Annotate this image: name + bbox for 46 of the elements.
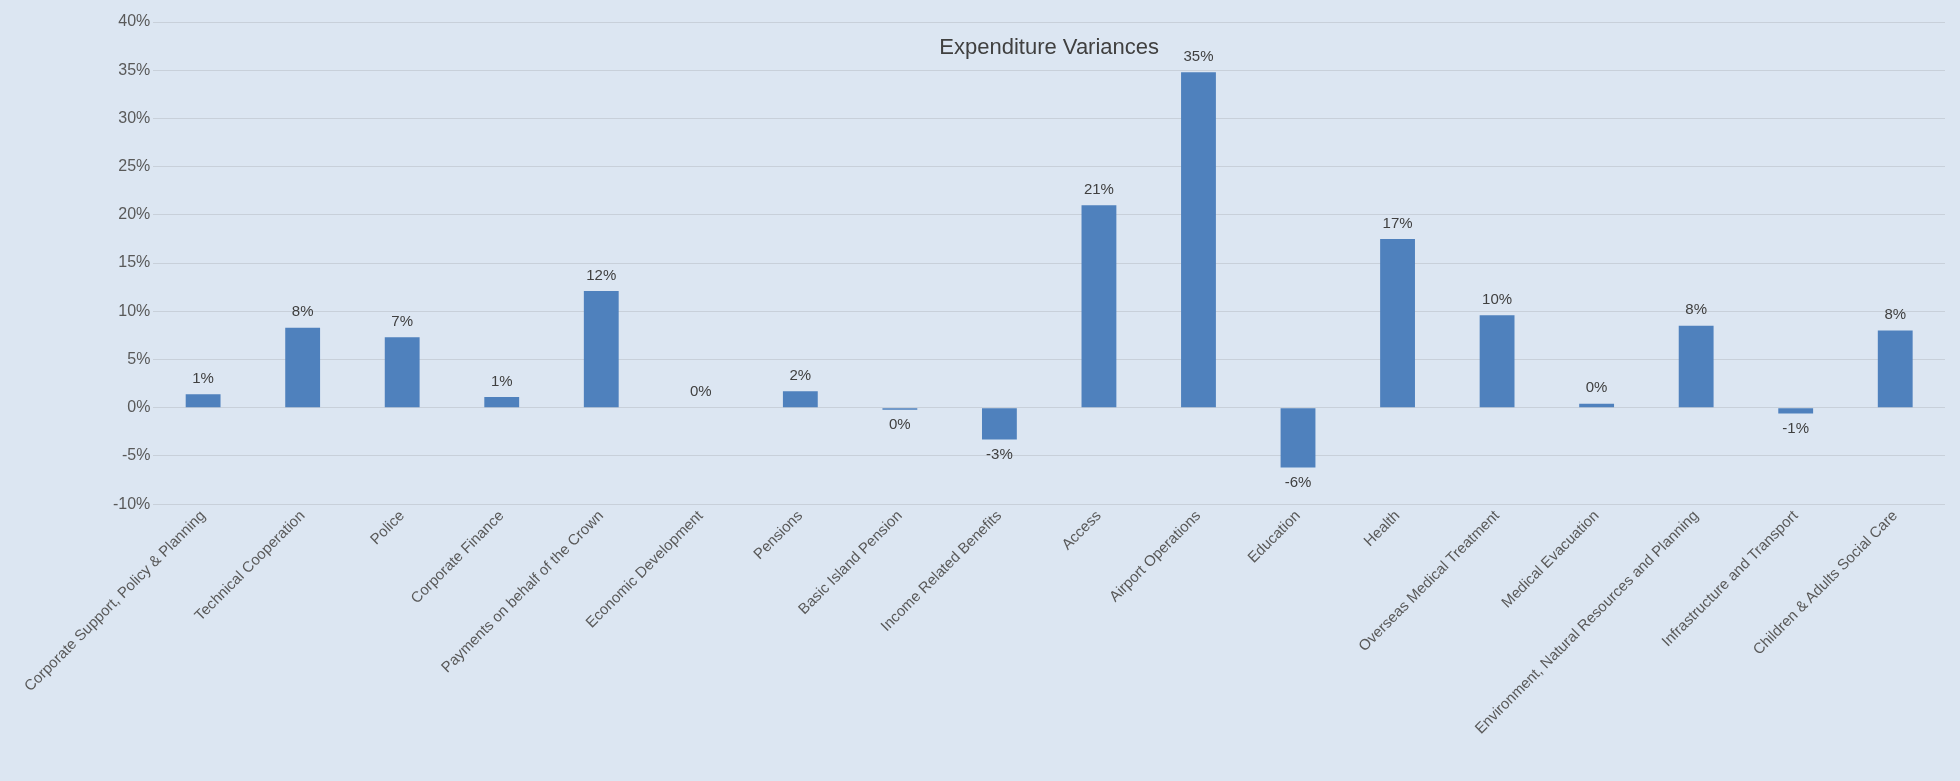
y-tick-label: 10% [118, 301, 151, 319]
data-label: 21% [1083, 179, 1114, 197]
bar [1778, 408, 1814, 414]
bar [583, 291, 619, 408]
data-label: -1% [1782, 419, 1810, 437]
y-tick-label: 35% [118, 60, 151, 78]
bar [285, 327, 321, 408]
data-label: 0% [1585, 378, 1608, 396]
text: Expenditure Variances [939, 34, 1160, 60]
data-label: 8% [1685, 300, 1707, 318]
y-tick-label: 0% [127, 398, 151, 416]
bar [1181, 72, 1216, 408]
data-label: -6% [1284, 473, 1312, 491]
y-tick-label: 5% [127, 349, 151, 367]
data-label: 2% [789, 365, 812, 383]
data-label: 1% [192, 368, 214, 386]
data-label: 7% [391, 311, 414, 329]
bar [1380, 238, 1415, 408]
data-label: -3% [986, 445, 1013, 463]
bar [1280, 408, 1316, 468]
data-label: 35% [1183, 46, 1214, 64]
bar [484, 397, 520, 408]
bar [1579, 403, 1615, 408]
data-label: 1% [490, 371, 513, 389]
data-label: 0% [889, 415, 911, 433]
bar [782, 391, 818, 408]
y-tick-label: 30% [118, 108, 151, 126]
y-tick-label: 15% [118, 253, 151, 271]
y-tick-label: 25% [118, 157, 151, 175]
bar [1081, 205, 1117, 408]
data-label: 0% [689, 382, 712, 400]
y-tick-label: 40% [118, 12, 151, 30]
data-label: 17% [1382, 213, 1413, 231]
y-tick-label: -5% [121, 446, 151, 464]
bar [1877, 330, 1913, 408]
data-label: 8% [1884, 305, 1907, 323]
data-label: 8% [291, 302, 314, 320]
bar [1678, 325, 1714, 408]
bar [981, 408, 1017, 440]
data-label: 10% [1482, 289, 1513, 307]
bar [384, 337, 420, 408]
data-label: 12% [586, 265, 617, 283]
bar [185, 394, 221, 408]
y-tick-label: -10% [112, 494, 151, 512]
y-tick-label: 20% [118, 205, 151, 223]
bar [1479, 315, 1515, 408]
